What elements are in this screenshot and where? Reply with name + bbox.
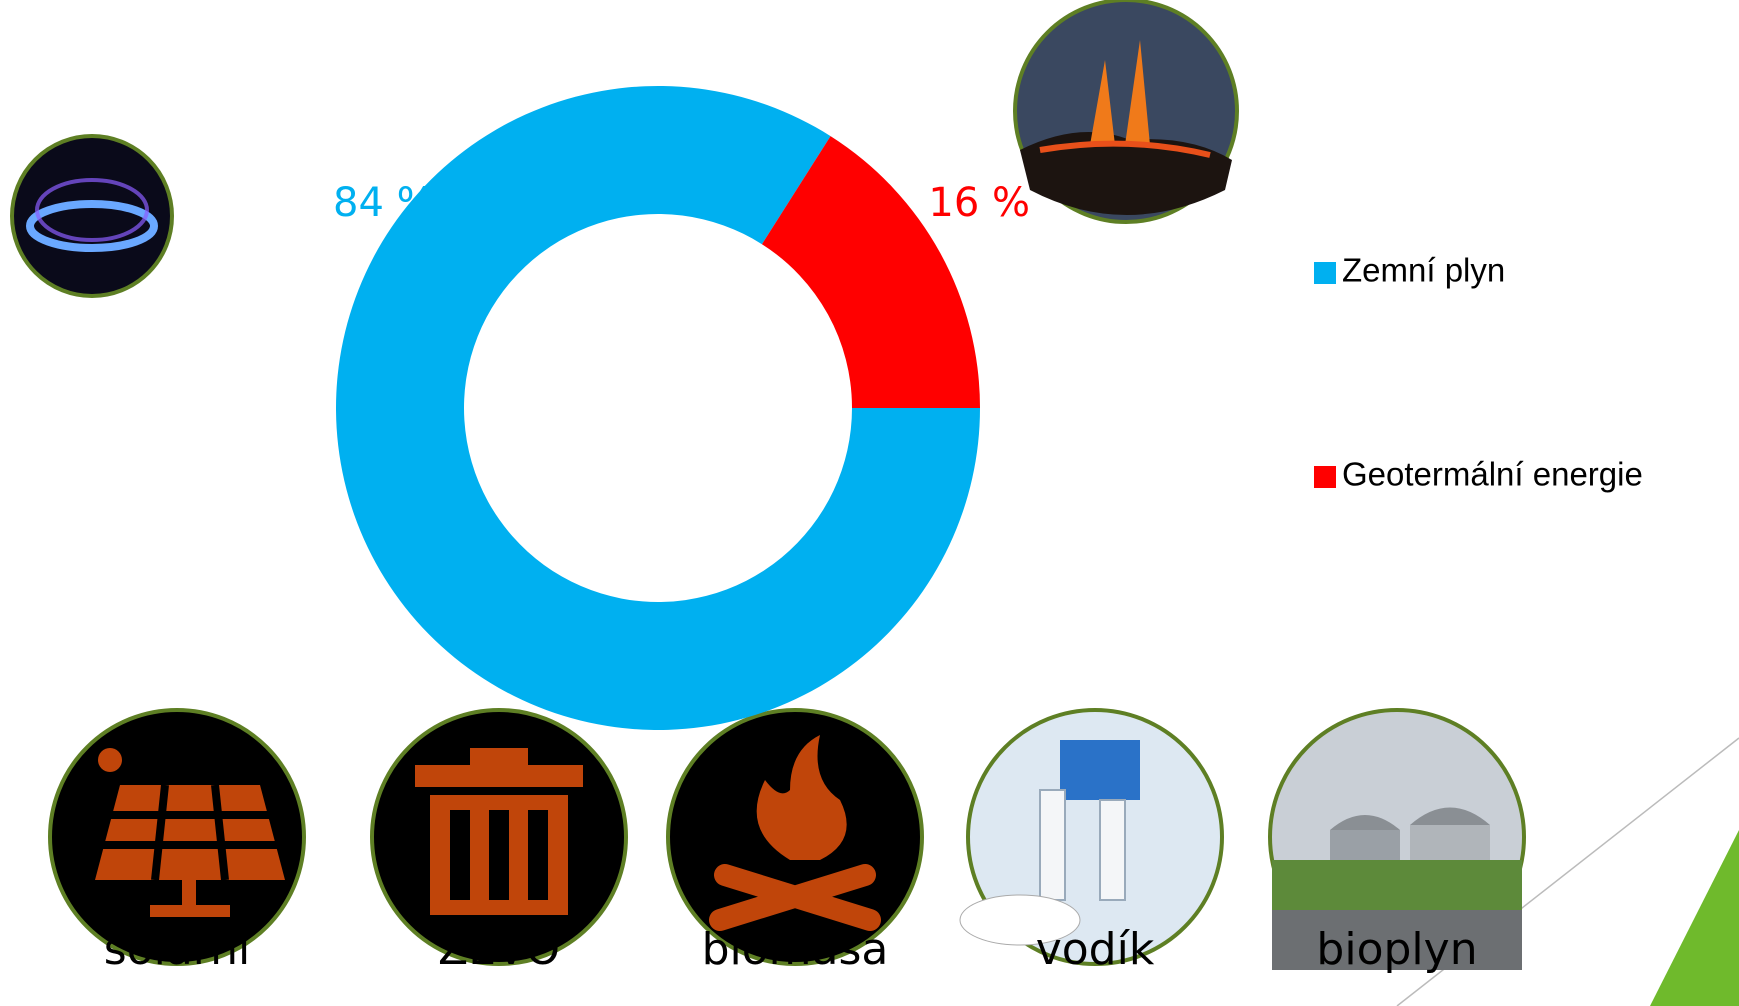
- photo-volcano: [1013, 0, 1239, 224]
- source-label: bioplyn: [1316, 924, 1477, 975]
- photo-gas: [10, 134, 174, 298]
- icon-zevo: [370, 708, 628, 966]
- legend-swatch: [1314, 262, 1336, 284]
- legend-label: Geotermální energie: [1342, 456, 1643, 493]
- legend-label: Zemní plyn: [1342, 252, 1505, 289]
- source-label: ZEVO: [438, 924, 560, 975]
- photo-biogas: [1268, 708, 1526, 970]
- source-label: biomasa: [702, 924, 889, 975]
- donut-slice: [336, 85, 980, 731]
- photo-hydrogen: [959, 708, 1224, 966]
- icon-solar: [48, 708, 306, 966]
- data-label: 16 %: [928, 180, 1030, 226]
- decor-triangle: [1650, 830, 1739, 1006]
- source-label: vodík: [1036, 924, 1155, 975]
- icon-biomass: [666, 708, 924, 966]
- data-label: 84 %: [333, 180, 435, 226]
- legend-swatch: [1314, 466, 1336, 488]
- donut-slice: [761, 136, 980, 408]
- source-label: solární: [104, 924, 252, 975]
